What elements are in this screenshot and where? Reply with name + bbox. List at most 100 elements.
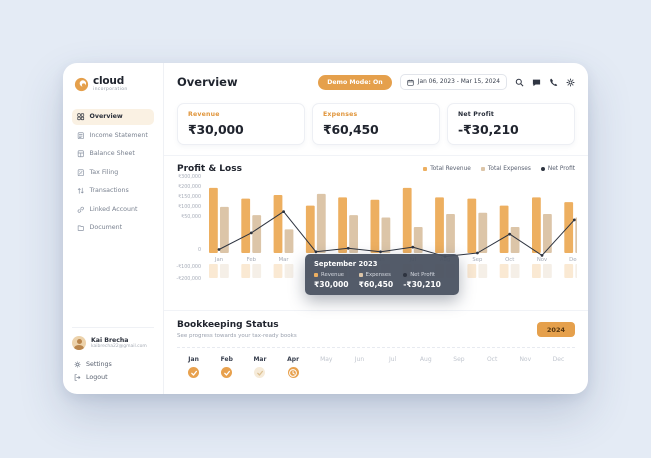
bookkeeping-month-apr[interactable]: Apr [277,356,310,378]
sidebar-item-linked-account[interactable]: Linked Account [72,202,154,218]
brand-logo: cloud incorporation [72,76,154,92]
bookkeeping-month-jan[interactable]: Jan [177,356,210,378]
search-icon [515,78,524,86]
tooltip-value: ₹60,450 [358,280,394,289]
bookkeeping-month-mar[interactable]: Mar [243,356,276,378]
bookkeeping-subtitle: See progress towards your tax-ready book… [177,333,297,339]
month-label: Jul [388,356,397,363]
sidebar-item-label: Balance Sheet [89,150,135,158]
sidebar-item-overview[interactable]: Overview [72,109,154,125]
bookkeeping-month-may[interactable]: May [310,356,343,378]
transactions-icon [77,187,84,194]
sidebar: cloud incorporation Overview Income State… [63,63,164,394]
y-tick-label: -₹100,000 [176,265,201,270]
tooltip-item: Revenue ₹30,000 [314,272,349,289]
month-label: May [320,356,333,363]
document-icon [77,225,84,231]
y-tick-label: ₹150,000 [178,195,201,200]
svg-text:Sep: Sep [472,257,483,263]
bookkeeping-month-nov[interactable]: Nov [509,356,542,378]
month-label: Feb [220,356,233,363]
check-icon [221,367,233,378]
month-label: Aug [419,356,432,363]
profile-email: kaibrecha22@gmail.com [91,344,147,350]
stat-value: ₹30,000 [188,122,244,137]
link-icon [77,206,84,213]
grid-icon [77,113,85,121]
stat-value: -₹30,210 [458,122,519,137]
sidebar-nav: Overview Income Statement Balance Sheet Tax… [72,109,154,239]
year-badge[interactable]: 2024 [536,322,575,337]
month-label: Apr [287,356,300,363]
month-label: Oct [486,356,498,363]
stat-card-expenses: Expenses ₹60,450 [312,103,440,145]
cloud-logo-icon [74,77,89,91]
date-range-picker[interactable]: Jan 06, 2023 - Mar 15, 2024 [399,74,507,90]
legend-marker [480,167,485,171]
bookkeeping-month-oct[interactable]: Oct [476,356,509,378]
settings-button[interactable] [566,78,575,87]
legend-net-profit[interactable]: Net Profit [540,166,575,172]
bookkeeping-month-jun[interactable]: Jun [343,356,376,378]
sidebar-item-balance-sheet[interactable]: Balance Sheet [72,146,154,162]
date-range-text: Jan 06, 2023 - Mar 15, 2024 [417,79,500,85]
sidebar-item-transactions[interactable]: Transactions [72,183,154,199]
bookkeeping-month-jul[interactable]: Jul [376,356,409,378]
calendar-icon [407,79,414,86]
sidebar-item-document[interactable]: Document [72,220,154,236]
tooltip-value: -₹30,210 [403,280,441,289]
legend-marker [423,167,428,171]
avatar [72,336,86,350]
bookkeeping-months: Jan Feb Mar Apr May Jun Jul Aug Sep Oct Nov Dec [177,347,575,378]
sheet-icon [77,150,84,158]
bookkeeping-month-aug[interactable]: Aug [409,356,442,378]
month-label: Jun [354,356,365,363]
tooltip-item: Expenses ₹60,450 [358,272,394,289]
page-title: Overview [177,75,238,89]
brand-tagline: incorporation [93,86,128,92]
bookkeeping-month-feb[interactable]: Feb [210,356,243,378]
sidebar-item-label: Income Statement [89,131,148,139]
legend-total-revenue[interactable]: Total Revenue [423,166,471,172]
legend-total-expenses[interactable]: Total Expenses [480,166,531,172]
demo-mode-button[interactable]: Demo Mode: On [318,74,392,90]
svg-text:Mar: Mar [279,257,290,263]
logout-link[interactable]: Logout [72,371,154,384]
sidebar-item-label: Document [89,224,123,232]
logout-label: Logout [86,374,108,381]
bookkeeping-month-sep[interactable]: Sep [442,356,475,378]
chat-button[interactable] [532,78,541,87]
search-button[interactable] [515,78,524,87]
y-tick-label: 0 [197,248,201,253]
y-axis-labels: ₹300,000 ₹200,000 ₹150,000 ₹100,000 ₹50,000 0… [176,175,201,310]
bookkeeping-title: Bookkeeping Status [177,320,279,330]
check-icon [254,367,266,378]
stat-value: ₹60,450 [323,122,379,137]
y-tick-label: ₹200,000 [178,185,201,190]
sidebar-footer: Kai Brecha kaibrecha22@gmail.com Setting… [72,327,154,384]
logout-icon [74,374,81,381]
svg-text:Jan: Jan [214,257,223,263]
svg-text:Dec: Dec [569,257,577,263]
sidebar-item-label: Overview [89,113,123,121]
bookkeeping-month-dec[interactable]: Dec [542,356,575,378]
bookkeeping-section: Bookkeeping Status See progress towards … [164,310,588,388]
clock-icon [287,367,299,378]
tooltip-marker [358,273,363,277]
profile-row[interactable]: Kai Brecha kaibrecha22@gmail.com [72,336,154,350]
dashboard-card: cloud incorporation Overview Income State… [63,63,588,394]
tooltip-item: Net Profit -₹30,210 [403,272,441,289]
chart-legend: Total Revenue Total Expenses Net Profit [423,166,575,172]
svg-text:Oct: Oct [505,257,514,263]
chart-area[interactable]: ₹300,000 ₹200,000 ₹150,000 ₹100,000 ₹50,000 0… [176,175,577,310]
legend-marker [540,167,545,171]
settings-gear-icon [566,78,575,86]
settings-link[interactable]: Settings [72,358,154,371]
stats-row: Revenue ₹30,000 Expenses ₹60,450 Net Profi… [164,101,588,155]
profit-loss-section: Profit & Loss Total Revenue Total Expense… [164,155,588,310]
sidebar-item-tax-filing[interactable]: Tax Filing [72,165,154,181]
sidebar-item-income-statement[interactable]: Income Statement [72,128,154,144]
y-tick-label: ₹50,000 [181,215,201,220]
y-tick-label: -₹200,000 [176,277,201,282]
phone-button[interactable] [549,78,558,87]
